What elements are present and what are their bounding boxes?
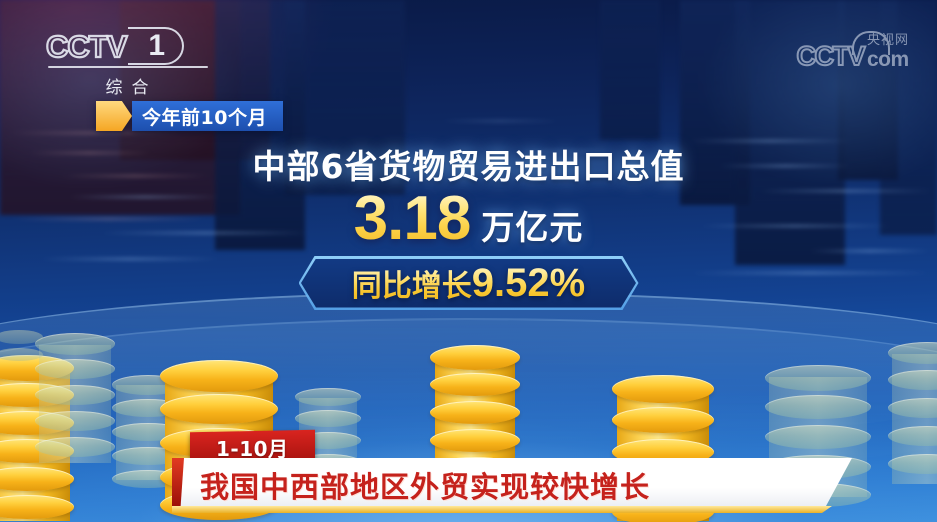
arrow-marker-icon (96, 101, 132, 131)
growth-value: 9.52 (471, 260, 550, 305)
lower-third-bar (172, 458, 852, 506)
cctv-wordmark: CCTV (45, 28, 129, 64)
octagon-inner: 同比增长 9.52 % (301, 259, 636, 308)
cctv-com-watermark: CCTV 央视网 com (795, 31, 909, 71)
channel-subtitle: 综合 (105, 78, 158, 99)
logo-underline (48, 66, 208, 69)
channel-number-badge: 1 (128, 27, 185, 65)
cctv1-channel-logo: CCTV 1 综合 (45, 27, 208, 99)
period-badge-label: 今年前10个月 (132, 101, 283, 131)
period-badge: 今年前10个月 (96, 101, 283, 131)
growth-label: 同比增长 (352, 261, 472, 305)
channel-ring-icon (128, 27, 185, 65)
watermark-arc-icon (852, 31, 891, 55)
background-city-texture (0, 0, 937, 274)
infographic-headline: 中部6省货物贸易进出口总值 (252, 147, 685, 186)
infographic-value: 3.18 (353, 184, 472, 253)
lower-third: 1-10月 我国中西部地区外贸实现较快增长 晚间新闻 (0, 427, 937, 522)
growth-octagon: 同比增长 9.52 % (299, 256, 639, 310)
lower-third-gold-strip (172, 506, 832, 513)
lower-third-accent (172, 458, 184, 506)
infographic-value-row: 3.18 万亿元 (0, 188, 937, 250)
lower-third-tab-label: 1-10月 (216, 436, 289, 461)
growth-percent-symbol: % (549, 260, 586, 305)
infographic-unit: 万亿元 (481, 208, 584, 247)
channel-number: 1 (148, 29, 166, 62)
lower-third-headline: 我国中西部地区外贸实现较快增长 (200, 470, 651, 504)
